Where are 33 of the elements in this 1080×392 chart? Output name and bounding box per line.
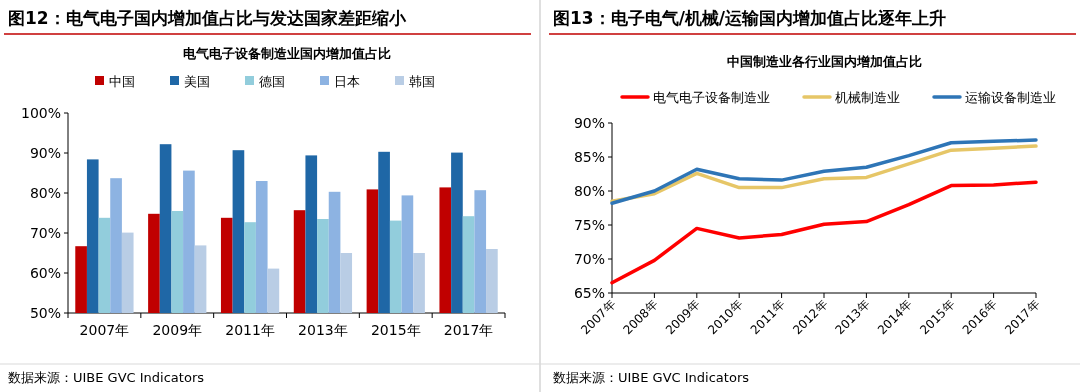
chart-title: 图13：电子电气/机械/运输国内增加值占比逐年上升 [553, 8, 947, 28]
x-tick-label: 2013年 [298, 322, 348, 338]
x-tick-label: 2007年 [79, 322, 130, 338]
y-tick-label: 90% [29, 145, 61, 161]
legend-label: 韩国 [409, 74, 435, 89]
y-tick-label: 75% [573, 217, 605, 233]
legend-label: 日本 [334, 74, 360, 89]
line-series [610, 180, 1038, 285]
chart-subtitle: 中国制造业各行业国内增加值占比 [726, 54, 922, 69]
legend-label: 美国 [184, 74, 210, 89]
x-tick-label: 2015年 [370, 322, 421, 338]
y-tick-label: 85% [573, 149, 605, 165]
y-tick-label: 80% [29, 185, 61, 201]
y-tick-label: 70% [573, 251, 605, 267]
x-tick-label: 2017年 [443, 322, 494, 338]
y-tick-label: 80% [573, 183, 605, 199]
source-note: 数据来源：UIBE GVC Indicators [8, 370, 205, 385]
legend-label: 德国 [259, 74, 285, 89]
y-tick-label: 90% [573, 115, 605, 131]
legend-label: 中国 [109, 74, 135, 89]
x-tick-label: 2011年 [225, 322, 275, 338]
y-tick-label: 65% [573, 285, 605, 301]
x-tick-label: 2009年 [152, 322, 203, 338]
y-tick-label: 50% [29, 305, 61, 321]
y-tick-label: 70% [29, 225, 61, 241]
chart-subtitle: 电气电子设备制造业国内增加值占比 [182, 46, 391, 61]
chart-title: 图12：电气电子国内增加值占比与发达国家差距缩小 [8, 8, 407, 28]
source-note: 数据来源：UIBE GVC Indicators [553, 370, 750, 385]
y-tick-label: 60% [29, 265, 61, 281]
legend-label: 电气电子设备制造业 [653, 90, 770, 105]
y-tick-label: 100% [20, 105, 61, 121]
legend-label: 运输设备制造业 [965, 90, 1056, 105]
legend-label: 机械制造业 [835, 90, 900, 105]
